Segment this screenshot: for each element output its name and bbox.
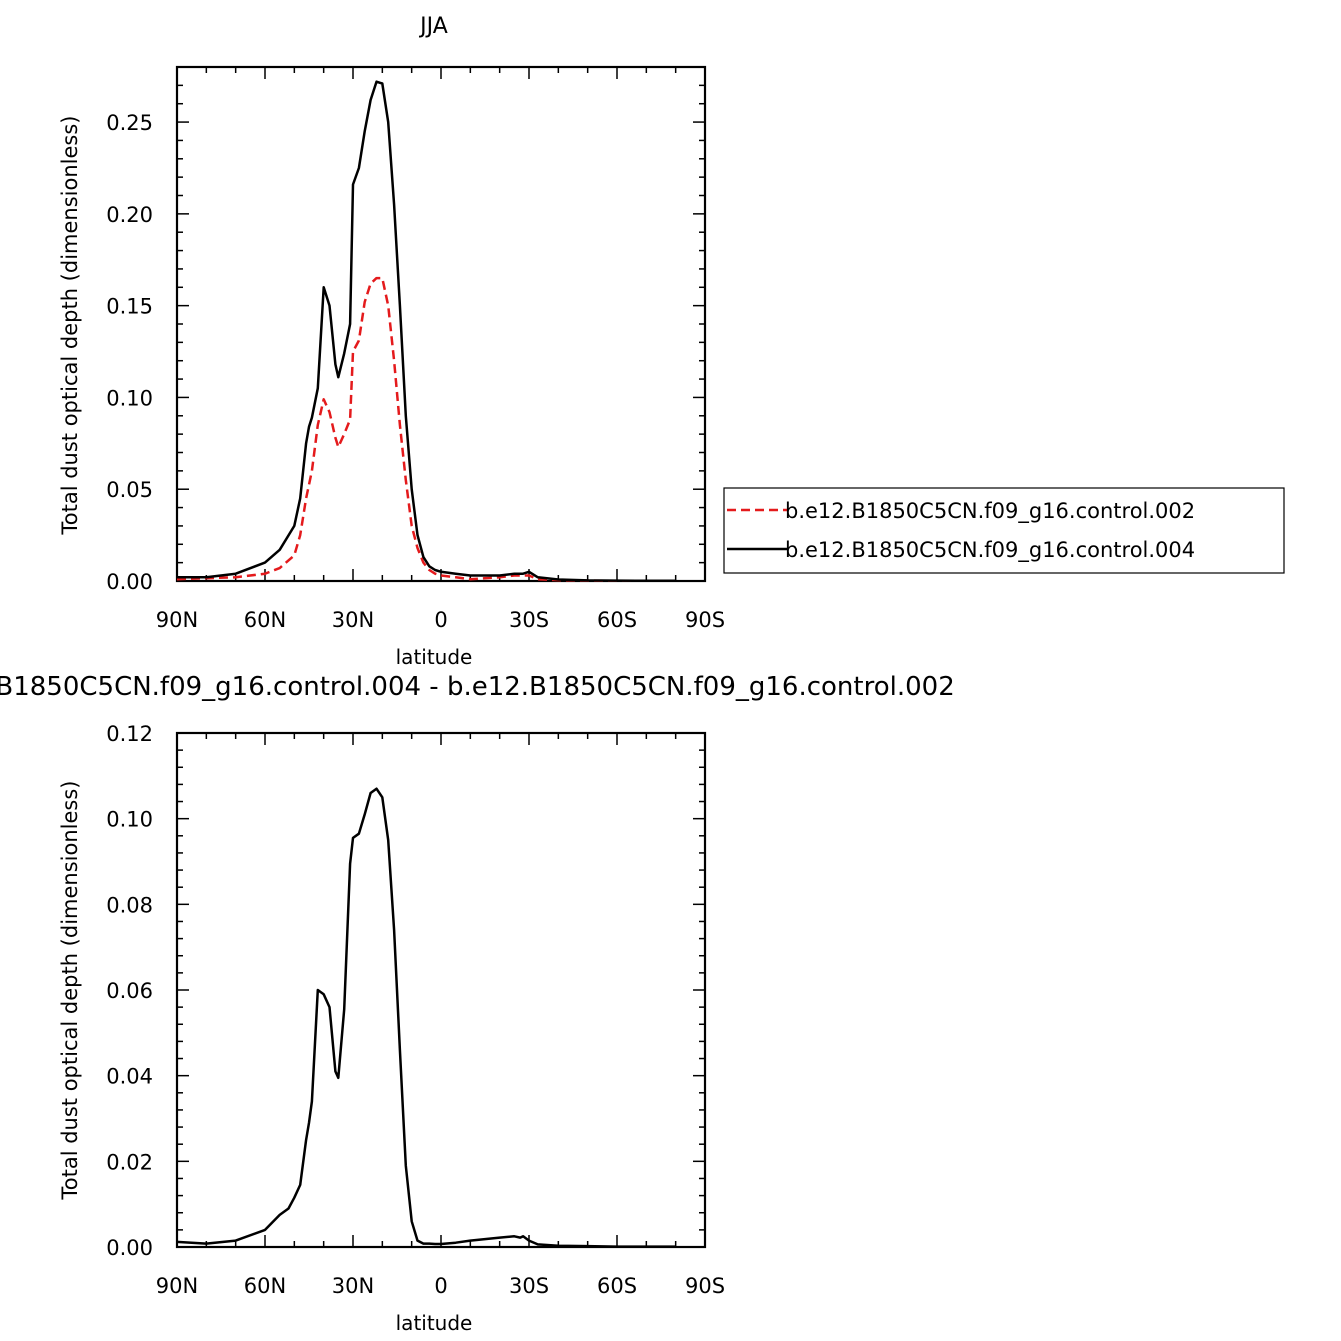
- y-tick-label: 0.00: [106, 1236, 153, 1260]
- y-tick-label: 0.04: [106, 1065, 153, 1089]
- chart-title: JJA: [418, 14, 448, 39]
- y-tick-label: 0.20: [106, 203, 153, 227]
- x-tick-label: 60N: [244, 1274, 286, 1298]
- legend-label-series-2: b.e12.B1850C5CN.f09_g16.control.004: [785, 538, 1195, 563]
- plot-frame: [175, 731, 707, 1249]
- y-tick-labels: 0.00 0.05 0.10 0.15 0.20 0.25: [106, 111, 153, 594]
- x-axis-label: latitude: [396, 645, 473, 669]
- chart-panel-top: JJA 90N 60N 30N 0 30S 60S 90S 0.00 0.05 0.10 0.15…: [58, 14, 1285, 669]
- series-line-1: [176, 787, 676, 1248]
- x-tick-label: 60S: [597, 608, 637, 632]
- x-tick-label: 90N: [156, 608, 198, 632]
- y-tick-label: 0.02: [106, 1150, 153, 1174]
- x-tick-label: 30N: [332, 608, 374, 632]
- y-tick-label: 0.10: [106, 386, 153, 410]
- series-line-1: [176, 276, 676, 583]
- y-axis-label: Total dust optical depth (dimensionless): [58, 781, 82, 1201]
- x-tick-label: 0: [434, 1274, 447, 1298]
- axis-ticks: [176, 66, 706, 582]
- x-tick-label: 90S: [685, 608, 725, 632]
- series-line-2: [177, 80, 676, 583]
- y-tick-labels: 0.00 0.02 0.04 0.06 0.08 0.10 0.12: [106, 722, 153, 1260]
- x-tick-labels: 90N 60N 30N 0 30S 60S 90S: [156, 608, 725, 632]
- y-tick-label: 0.12: [106, 722, 153, 746]
- x-axis-label: latitude: [396, 1311, 473, 1335]
- legend: b.e12.B1850C5CN.f09_g16.control.002 b.e1…: [723, 487, 1285, 574]
- plot-frame: [175, 65, 707, 583]
- y-tick-label: 0.15: [106, 295, 153, 319]
- x-tick-label: 60S: [597, 1274, 637, 1298]
- y-axis-label: Total dust optical depth (dimensionless): [58, 116, 82, 536]
- legend-label-series-1: b.e12.B1850C5CN.f09_g16.control.002: [785, 499, 1195, 524]
- series-lines: [176, 787, 676, 1248]
- y-tick-label: 0.08: [106, 893, 153, 917]
- chart-title: b.e12.B1850C5CN.f09_g16.control.004 - b.…: [0, 672, 955, 702]
- x-tick-label: 30S: [509, 608, 549, 632]
- legend-box: [723, 487, 1285, 574]
- chart-panel-bottom: b.e12.B1850C5CN.f09_g16.control.004 - b.…: [0, 672, 955, 1335]
- x-tick-label: 60N: [244, 608, 286, 632]
- x-tick-label: 90S: [685, 1274, 725, 1298]
- series-lines: [176, 80, 676, 583]
- x-tick-label: 0: [434, 608, 447, 632]
- y-tick-label: 0.10: [106, 808, 153, 832]
- x-tick-label: 30N: [332, 1274, 374, 1298]
- x-tick-label: 90N: [156, 1274, 198, 1298]
- x-tick-labels: 90N 60N 30N 0 30S 60S 90S: [156, 1274, 725, 1298]
- y-tick-label: 0.06: [106, 979, 153, 1003]
- y-tick-label: 0.00: [106, 570, 153, 594]
- y-tick-label: 0.25: [106, 111, 153, 135]
- x-tick-label: 30S: [509, 1274, 549, 1298]
- y-tick-label: 0.05: [106, 478, 153, 502]
- axis-ticks: [176, 732, 706, 1248]
